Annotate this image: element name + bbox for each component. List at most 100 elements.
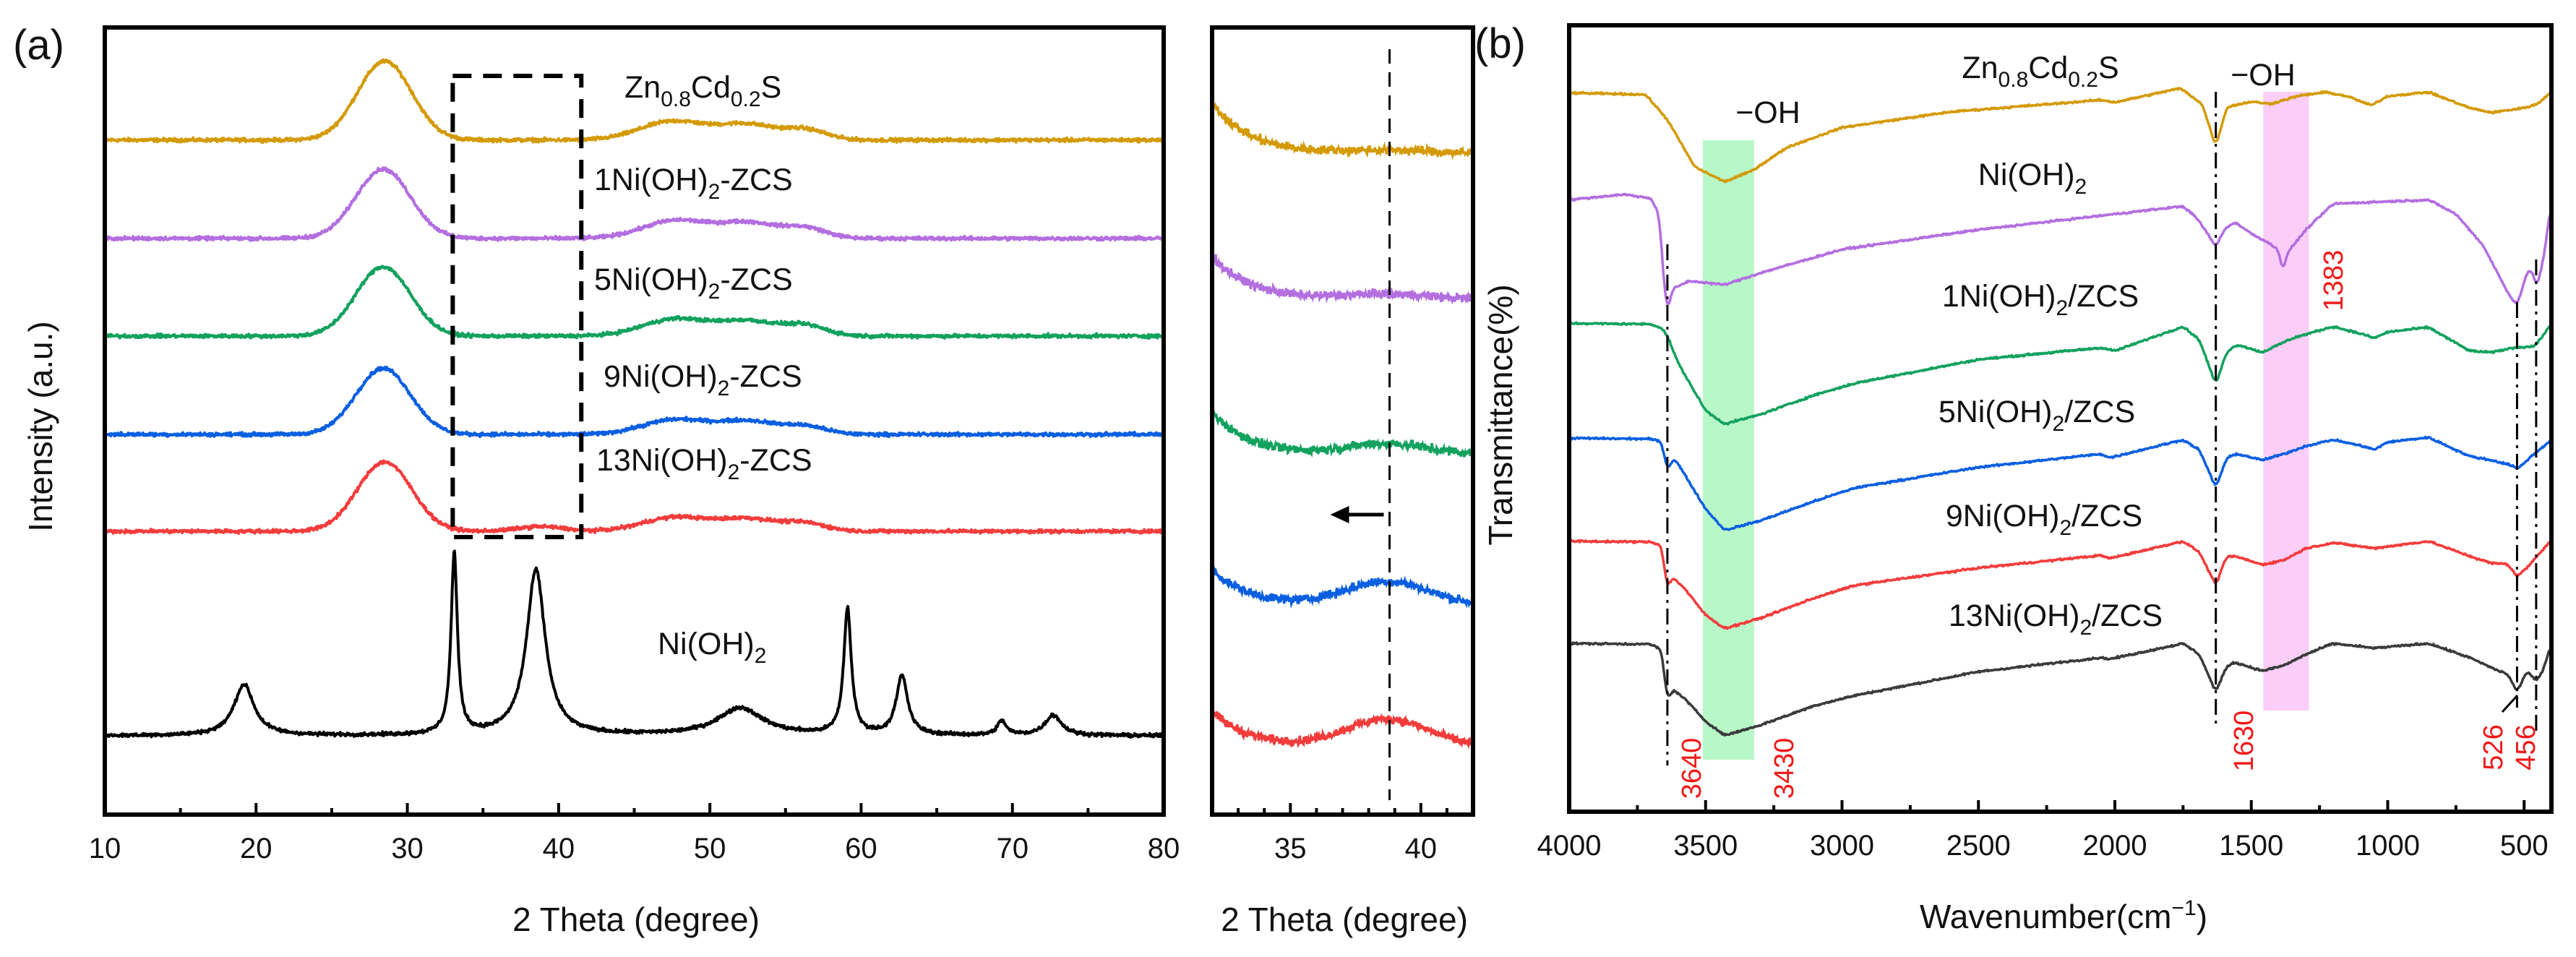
inset-plot-frame xyxy=(1210,25,1475,817)
label-text: /ZCS xyxy=(2064,395,2135,429)
label-subscript: 2 xyxy=(708,280,721,304)
xrd-x-tick-label: 80 xyxy=(1148,833,1180,864)
inset-series-line xyxy=(1211,566,1474,609)
curves xyxy=(103,58,2553,750)
panel-label-a: (a) xyxy=(13,22,64,69)
ftir-x-title-main: Wavenumber(cm xyxy=(1920,898,2171,935)
xrd-series-line xyxy=(103,58,1164,145)
xrd-x-tick-label: 50 xyxy=(694,833,726,864)
ftir-x-tick-label: 2500 xyxy=(1946,830,2011,862)
label-text: 13Ni(OH) xyxy=(1949,598,2080,633)
ftir-series-label: Zn0.8Cd0.2S xyxy=(1962,51,2118,92)
ftir-series-line xyxy=(1568,192,2553,306)
label-subscript: 2 xyxy=(718,377,730,400)
label-text: S xyxy=(761,70,782,105)
xrd-series-label: 5Ni(OH)2-ZCS xyxy=(594,262,793,304)
wavenumber-annotation: 1630 xyxy=(2229,711,2259,772)
xrd-series-line xyxy=(103,166,1165,242)
label-text: -ZCS xyxy=(720,163,792,197)
label-text: 9Ni(OH) xyxy=(1946,499,2060,533)
xrd-series-line xyxy=(103,459,1164,536)
label-subscript: 0.2 xyxy=(2068,68,2098,92)
wavenumber-annotation: 3430 xyxy=(1769,738,1800,799)
label-text: Zn xyxy=(1962,51,1998,85)
label-subscript: 2 xyxy=(708,180,721,204)
label-subscript: 2 xyxy=(728,460,740,484)
wavenumber-annotation: 456 xyxy=(2511,724,2541,770)
xrd-series-label: 13Ni(OH)2-ZCS xyxy=(596,443,812,484)
label-text: -ZCS xyxy=(739,443,812,478)
ftir-series-line xyxy=(1568,321,2552,426)
inset-series-line xyxy=(1211,101,1474,160)
ftir-x-title-end: ) xyxy=(2197,898,2207,935)
xrd-series-label: 9Ni(OH)2-ZCS xyxy=(604,359,802,400)
label-subscript: 2 xyxy=(2079,616,2092,640)
xrd-series-label: 1Ni(OH)2-ZCS xyxy=(594,163,793,204)
ftir-x-title-sup: −1 xyxy=(2171,896,2196,920)
ftir-plot-frame xyxy=(1567,23,2554,814)
ftir-series-label: 13Ni(OH)2/ZCS xyxy=(1949,598,2163,640)
label-subscript: 0.2 xyxy=(731,87,761,111)
xrd-x-axis-title: 2 Theta (degree) xyxy=(512,901,760,938)
xrd-plot-frame xyxy=(103,25,1166,817)
wavenumber-annotation: 526 xyxy=(2478,724,2509,770)
panel-label-b: (b) xyxy=(1474,20,1526,67)
label-text: 9Ni(OH) xyxy=(604,359,718,394)
axes: 10 20 30 40 50 60 70 80 35 40 4000 3500 3000 2500 2000… xyxy=(89,23,2554,864)
xrd-series-line xyxy=(103,549,1164,739)
ftir-x-tick-label: 4000 xyxy=(1537,830,1602,862)
label-text: -ZCS xyxy=(729,359,802,394)
wavenumber-annotation: 1383 xyxy=(2319,250,2349,312)
xrd-y-axis-title: Intensity (a.u.) xyxy=(22,321,59,531)
ftir-x-tick-label: 3500 xyxy=(1673,830,1738,862)
xrd-series-line xyxy=(103,265,1164,340)
label-text: 1Ni(OH) xyxy=(1942,279,2056,314)
label-subscript: 0.8 xyxy=(1998,68,2029,92)
ftir-x-tick-label: 500 xyxy=(2500,830,2549,862)
label-subscript: 2 xyxy=(2075,175,2087,199)
label-text: /ZCS xyxy=(2071,499,2142,533)
inset-x-tick-label: 35 xyxy=(1274,833,1307,864)
inset-x-axis-title: 2 Theta (degree) xyxy=(1221,901,1468,938)
ftir-series-line xyxy=(1568,435,2553,531)
xrd-x-tick-label: 30 xyxy=(391,833,424,864)
label-text: Zn xyxy=(624,70,661,105)
label-text: 5Ni(OH) xyxy=(1939,395,2053,429)
xrd-x-tick-label: 40 xyxy=(543,833,575,864)
shift-arrow-icon xyxy=(1330,506,1349,523)
xrd-x-tick-label: 70 xyxy=(996,833,1029,864)
xrd-x-tick-label: 20 xyxy=(240,833,272,864)
label-text: Cd xyxy=(691,70,731,105)
ftir-band-highlight xyxy=(1702,140,1754,760)
annotation-leader-line xyxy=(2501,694,2519,713)
ftir-band-highlight xyxy=(2263,92,2309,711)
label-text: -ZCS xyxy=(720,262,792,297)
ftir-bands xyxy=(1702,92,2309,760)
label-text: Ni(OH) xyxy=(1978,158,2075,192)
xrd-series-line xyxy=(103,366,1165,439)
oh-band-label: −OH xyxy=(1735,95,1800,130)
ftir-series-line xyxy=(1568,86,2553,184)
inset-x-tick-label: 40 xyxy=(1405,833,1438,864)
inset-series-line xyxy=(1211,709,1474,750)
ftir-series-label: 9Ni(OH)2/ZCS xyxy=(1946,499,2142,540)
label-text: Ni(OH) xyxy=(658,627,755,661)
xrd-series-label: Zn0.8Cd0.2S xyxy=(624,70,781,111)
ftir-x-tick-label: 1500 xyxy=(2219,830,2283,862)
zoom-region-box xyxy=(450,74,584,539)
annotations: Zn0.8Cd0.2S1Ni(OH)2-ZCS5Ni(OH)2-ZCS9Ni(O… xyxy=(450,49,2541,800)
ftir-y-axis-title: Transmittance(%) xyxy=(1482,284,1519,545)
ftir-series-label: Ni(OH)2 xyxy=(1978,158,2087,199)
xrd-series-label: Ni(OH)2 xyxy=(658,627,766,668)
ftir-series-line xyxy=(1568,641,2553,737)
ftir-x-tick-label: 1000 xyxy=(2356,830,2420,862)
label-subscript: 2 xyxy=(755,644,767,668)
label-text: 5Ni(OH) xyxy=(594,262,708,297)
label-text: Cd xyxy=(2028,51,2068,85)
ftir-series-line xyxy=(1568,538,2552,630)
ftir-series-label: 1Ni(OH)2/ZCS xyxy=(1942,279,2139,320)
oh-band-label: −OH xyxy=(2231,58,2296,93)
label-text: 1Ni(OH) xyxy=(594,163,708,197)
label-text: /ZCS xyxy=(2092,598,2163,633)
label-subscript: 2 xyxy=(2060,516,2072,540)
